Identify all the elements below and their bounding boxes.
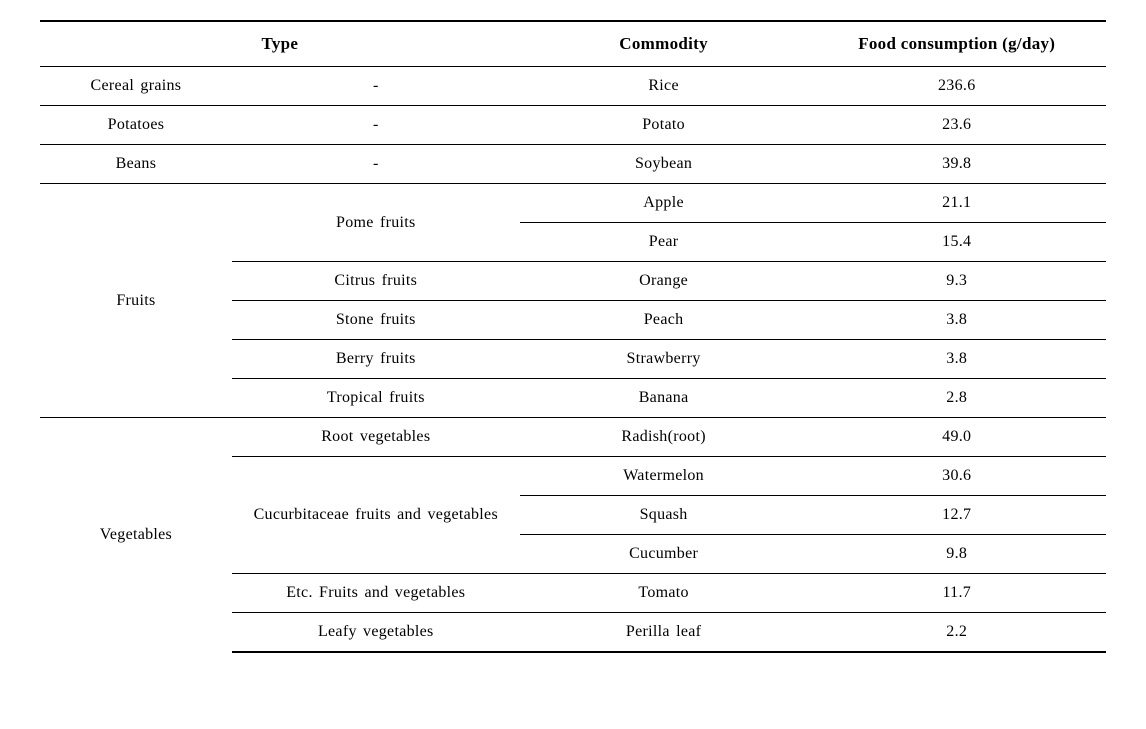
table-row: Fruits Pome fruits Apple 21.1 — [40, 184, 1106, 223]
cell-consumption: 9.3 — [808, 262, 1107, 301]
table-row: Beans - Soybean 39.8 — [40, 145, 1106, 184]
table-header-row: Type Commodity Food consumption (g/day) — [40, 21, 1106, 67]
cell-commodity: Watermelon — [520, 457, 808, 496]
cell-type2: Root vegetables — [232, 418, 520, 457]
cell-type1: Vegetables — [40, 418, 232, 653]
cell-commodity: Radish(root) — [520, 418, 808, 457]
cell-type2: Pome fruits — [232, 184, 520, 262]
cell-type1: Potatoes — [40, 106, 232, 145]
cell-commodity: Squash — [520, 496, 808, 535]
cell-commodity: Tomato — [520, 574, 808, 613]
table-row: Vegetables Root vegetables Radish(root) … — [40, 418, 1106, 457]
cell-type1: Fruits — [40, 184, 232, 418]
cell-consumption: 39.8 — [808, 145, 1107, 184]
cell-commodity: Orange — [520, 262, 808, 301]
table-row: Potatoes - Potato 23.6 — [40, 106, 1106, 145]
cell-commodity: Perilla leaf — [520, 613, 808, 653]
cell-type2: Cucurbitaceae fruits and vegetables — [232, 457, 520, 574]
cell-type2: - — [232, 67, 520, 106]
cell-commodity: Strawberry — [520, 340, 808, 379]
cell-consumption: 30.6 — [808, 457, 1107, 496]
cell-type2: Etc. Fruits and vegetables — [232, 574, 520, 613]
food-consumption-table: Type Commodity Food consumption (g/day) … — [40, 20, 1106, 653]
cell-commodity: Peach — [520, 301, 808, 340]
cell-commodity: Apple — [520, 184, 808, 223]
cell-commodity: Potato — [520, 106, 808, 145]
cell-type1: Beans — [40, 145, 232, 184]
cell-consumption: 3.8 — [808, 340, 1107, 379]
cell-commodity: Pear — [520, 223, 808, 262]
cell-type2: Berry fruits — [232, 340, 520, 379]
cell-commodity: Cucumber — [520, 535, 808, 574]
cell-type2: Stone fruits — [232, 301, 520, 340]
cell-consumption: 49.0 — [808, 418, 1107, 457]
header-type: Type — [40, 21, 520, 67]
header-consumption: Food consumption (g/day) — [808, 21, 1107, 67]
cell-commodity: Soybean — [520, 145, 808, 184]
cell-consumption: 21.1 — [808, 184, 1107, 223]
header-commodity: Commodity — [520, 21, 808, 67]
table-row: Cereal grains - Rice 236.6 — [40, 67, 1106, 106]
cell-consumption: 11.7 — [808, 574, 1107, 613]
cell-commodity: Banana — [520, 379, 808, 418]
cell-consumption: 3.8 — [808, 301, 1107, 340]
cell-type2: - — [232, 106, 520, 145]
cell-consumption: 2.2 — [808, 613, 1107, 653]
cell-consumption: 2.8 — [808, 379, 1107, 418]
cell-consumption: 236.6 — [808, 67, 1107, 106]
cell-consumption: 12.7 — [808, 496, 1107, 535]
cell-type1: Cereal grains — [40, 67, 232, 106]
cell-type2: Tropical fruits — [232, 379, 520, 418]
cell-type2: - — [232, 145, 520, 184]
cell-type2: Citrus fruits — [232, 262, 520, 301]
cell-type2: Leafy vegetables — [232, 613, 520, 653]
cell-consumption: 9.8 — [808, 535, 1107, 574]
cell-consumption: 15.4 — [808, 223, 1107, 262]
cell-commodity: Rice — [520, 67, 808, 106]
cell-consumption: 23.6 — [808, 106, 1107, 145]
